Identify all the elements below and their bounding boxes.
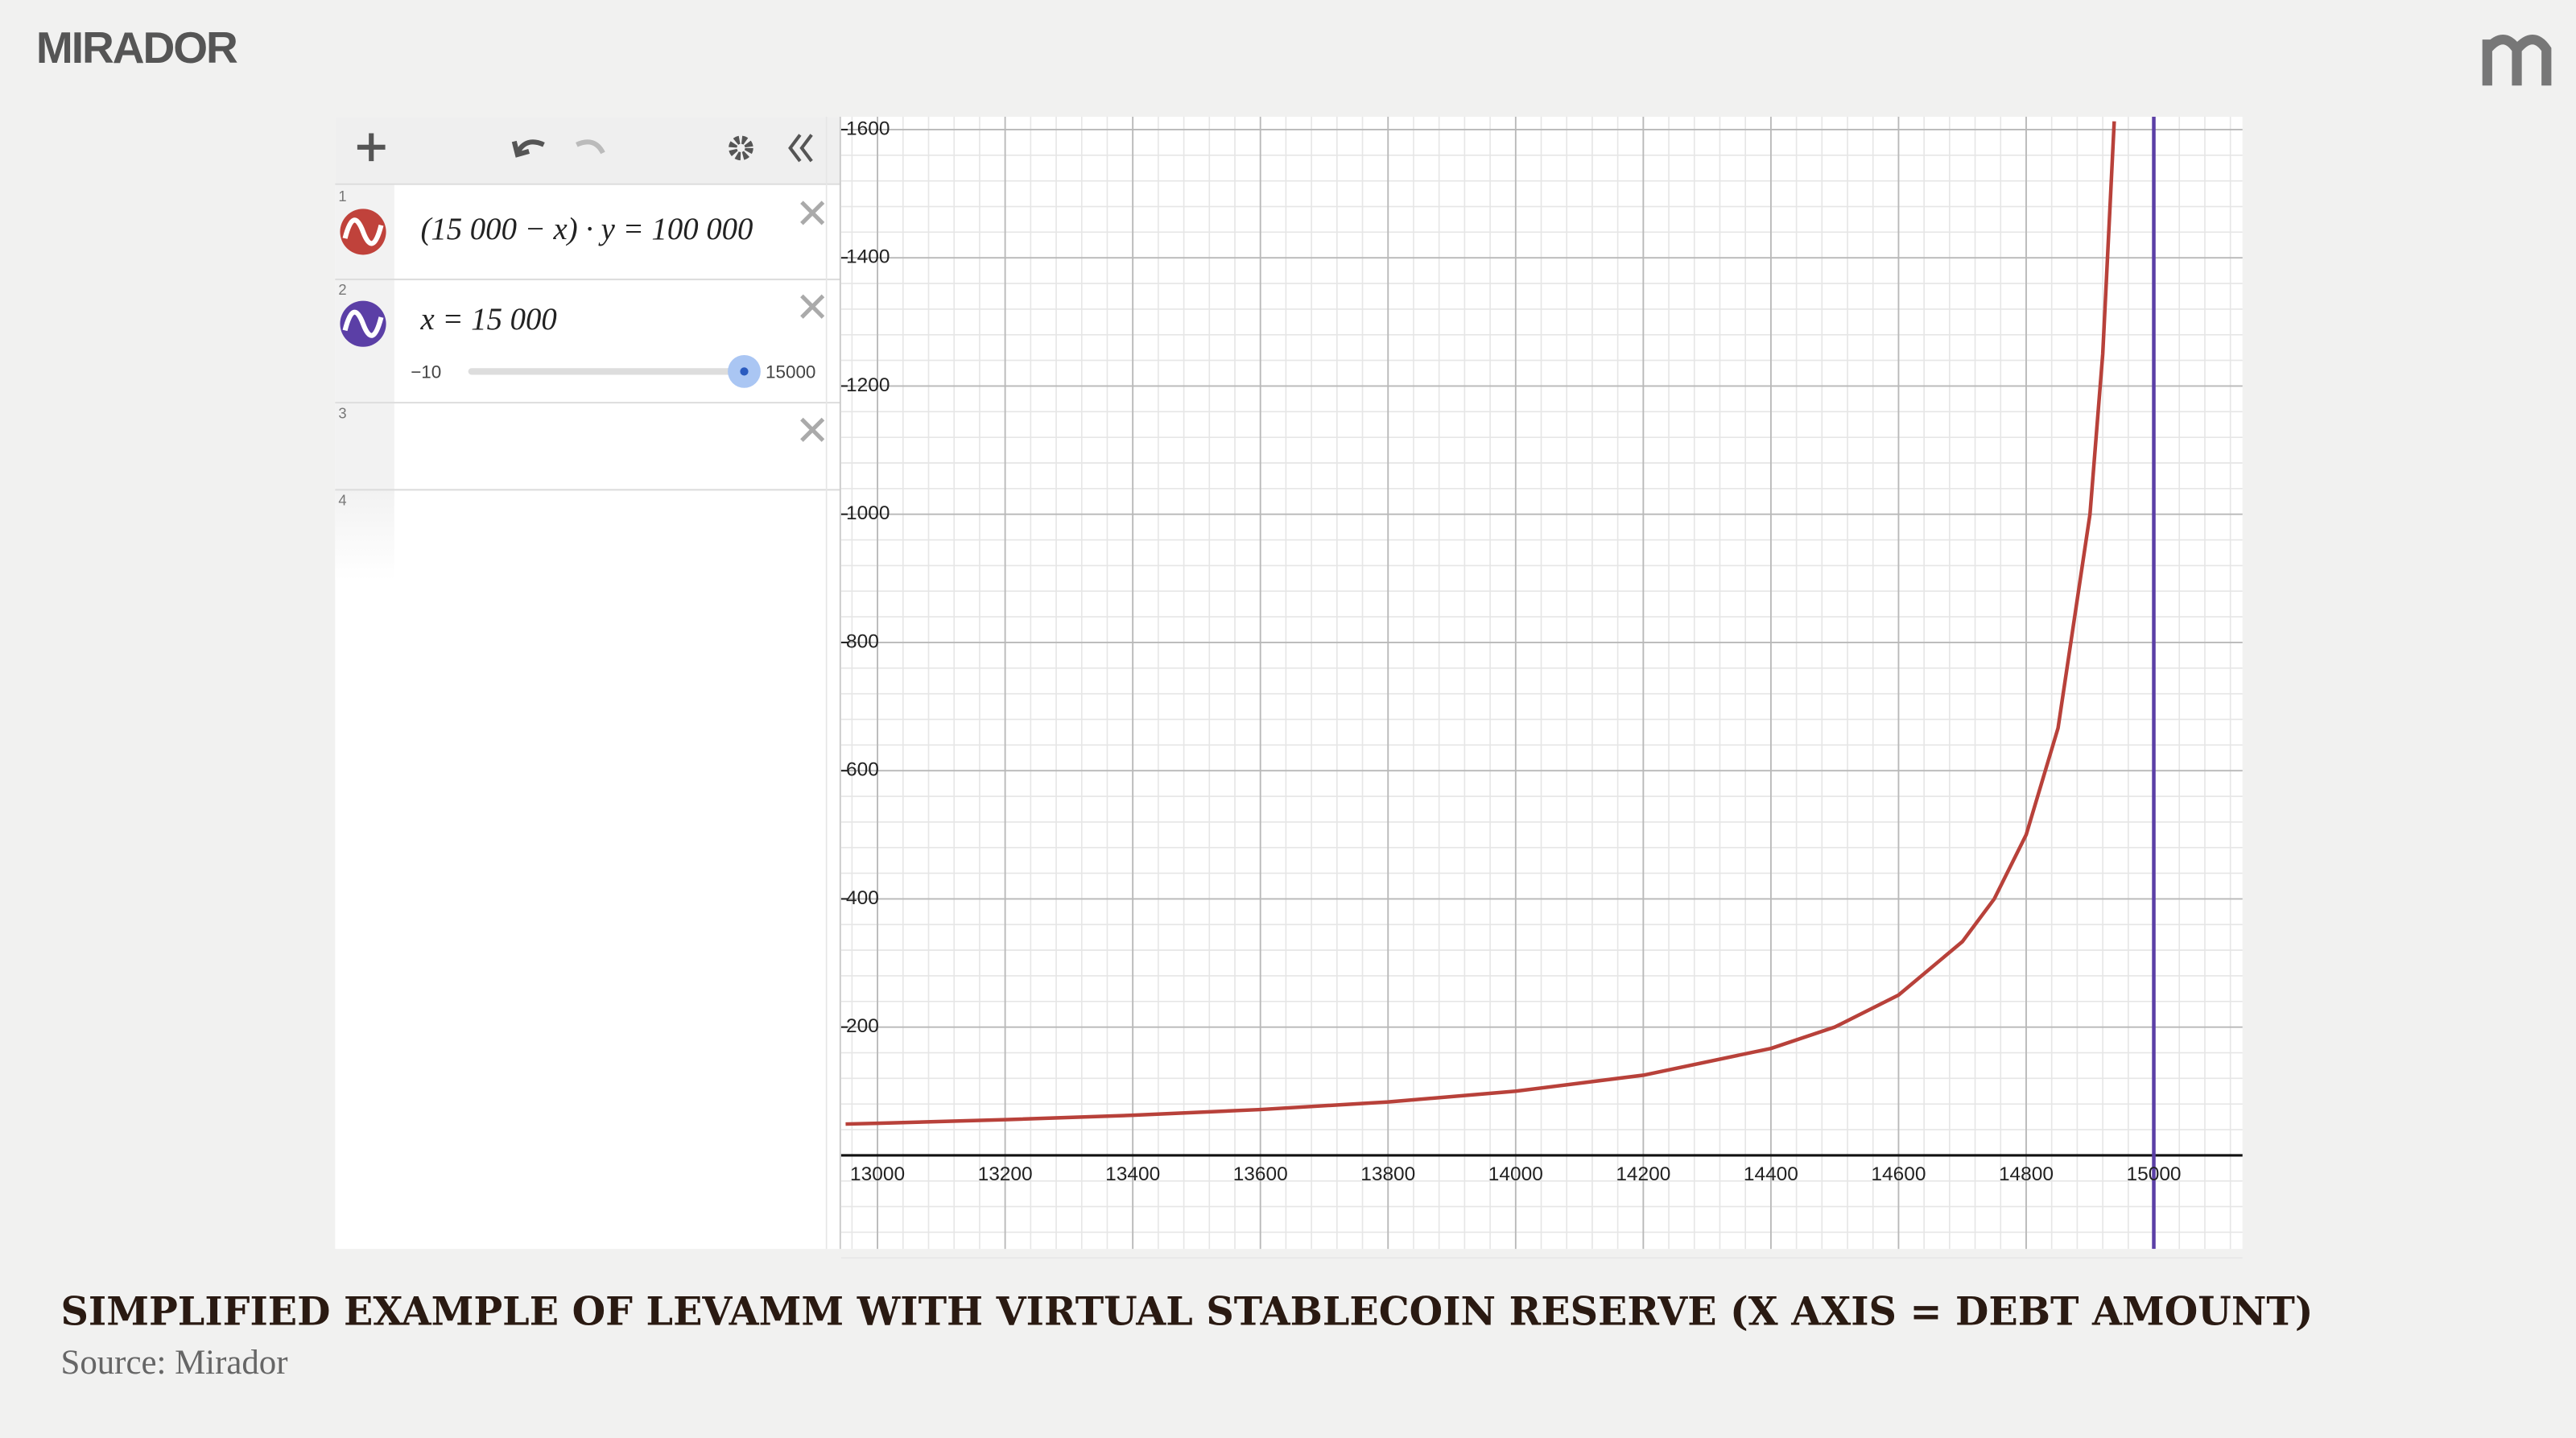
x-tick-label: 13200 [978,1163,1033,1185]
x-tick-label: 15000 [2127,1163,2182,1185]
curve [845,121,2116,1126]
y-tick-label: 400 [846,887,879,909]
undo-arrow [511,140,530,158]
brand: MIRADOR [36,23,237,72]
expression-number: 2 [338,281,346,298]
grid [825,117,2243,1259]
y-tick-label: 1400 [846,246,890,268]
settings-button[interactable] [729,135,753,161]
delete-button[interactable] [800,200,825,225]
x-tick-label: 13600 [1233,1163,1288,1185]
x-tick-label: 14200 [1616,1163,1670,1185]
x-tick-label: 14600 [1871,1163,1926,1185]
toolbar [357,133,813,163]
x-tick-label: 14800 [1999,1163,2054,1185]
y-tick-label: 1000 [846,502,890,524]
x-tick-label: 14000 [1488,1163,1543,1185]
add-button[interactable] [357,133,386,162]
x-tick-label: 13000 [850,1163,905,1185]
plot [845,117,2156,1250]
expression-panel [335,117,841,1250]
expression-number: 1 [338,188,346,205]
slider-thumb-dot [740,367,749,376]
slider-min: −10 [411,362,441,382]
tick-labels: 13000 13200 13400 13600 13800 14000 14200 14400… [840,118,2182,1185]
collapse-button[interactable] [788,134,813,163]
expression[interactable]: x = 15 000 [419,302,556,337]
caption-title: SIMPLIFIED EXAMPLE OF LEVAMM WITH VIRTUA… [61,1287,2314,1334]
delete-button[interactable] [800,417,825,442]
delete-button[interactable] [800,294,825,319]
y-tick-label: 200 [846,1015,879,1037]
expression-number: 4 [338,491,346,508]
delete-buttons [800,200,825,442]
redo-button[interactable] [576,139,605,155]
logo [2482,35,2552,86]
slider-max: 15000 [766,362,815,382]
expression-icons [340,209,386,347]
x-tick-label: 14400 [1744,1163,1798,1185]
expression[interactable]: (15 000 − x) · y = 100 000 [420,212,753,246]
y-tick-label: 1600 [846,118,890,139]
expression-number: 3 [338,404,346,421]
x-tick-label: 13800 [1360,1163,1415,1185]
slider-track [468,368,745,375]
y-tick-label: 600 [846,759,879,781]
x-tick-label: 13400 [1105,1163,1160,1185]
caption-source: Source: Mirador [61,1344,288,1382]
y-tick-label: 1200 [846,374,890,396]
y-tick-label: 800 [846,630,879,652]
